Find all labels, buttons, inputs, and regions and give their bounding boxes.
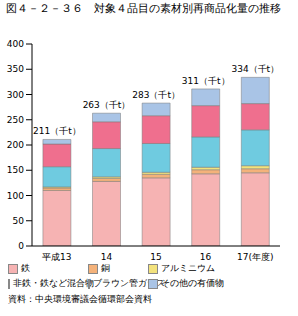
html-text:図４－２－３６ 対象４品目の素材別再商品化量の推移: 図４－２－３６ 対象４品目の素材別再商品化量の推移 [6, 2, 281, 15]
svg-text:334（千t）: 334（千t） [231, 64, 279, 74]
svg-text:400: 400 [8, 39, 24, 49]
html-text:その他の有価物: その他の有価物 [161, 278, 224, 288]
svg-text:15: 15 [150, 252, 161, 262]
svg-text:300: 300 [8, 90, 24, 100]
svg-text:16: 16 [200, 252, 212, 262]
svg-text:0: 0 [18, 241, 24, 251]
svg-text:平成13: 平成13 [42, 252, 71, 262]
svg-text:311（千t）: 311（千t） [182, 76, 230, 86]
svg-text:50: 50 [13, 216, 25, 226]
svg-text:150: 150 [8, 165, 24, 175]
svg-text:211（千t）: 211（千t） [33, 126, 81, 136]
html-text:非鉄・鉄など混合物ブラウン管ガラス: 非鉄・鉄など混合物ブラウン管ガラス [13, 278, 165, 288]
html-text:資料：中央環境審議会循環部会資料: 資料：中央環境審議会循環部会資料 [8, 294, 152, 304]
svg-text:250: 250 [8, 115, 24, 125]
svg-text:100: 100 [8, 191, 24, 201]
svg-text:17(年度): 17(年度) [237, 252, 273, 262]
html-text:鉄: 鉄 [21, 263, 30, 273]
svg-text:200: 200 [8, 140, 24, 150]
svg-text:283（千t）: 283（千t） [132, 90, 180, 100]
html-text:銅: 銅 [101, 263, 110, 273]
svg-text:350: 350 [8, 64, 24, 74]
svg-text:263（千t）: 263（千t） [83, 100, 131, 110]
svg-text:14: 14 [101, 252, 113, 262]
html-text:アルミニウム: アルミニウム [161, 263, 215, 273]
